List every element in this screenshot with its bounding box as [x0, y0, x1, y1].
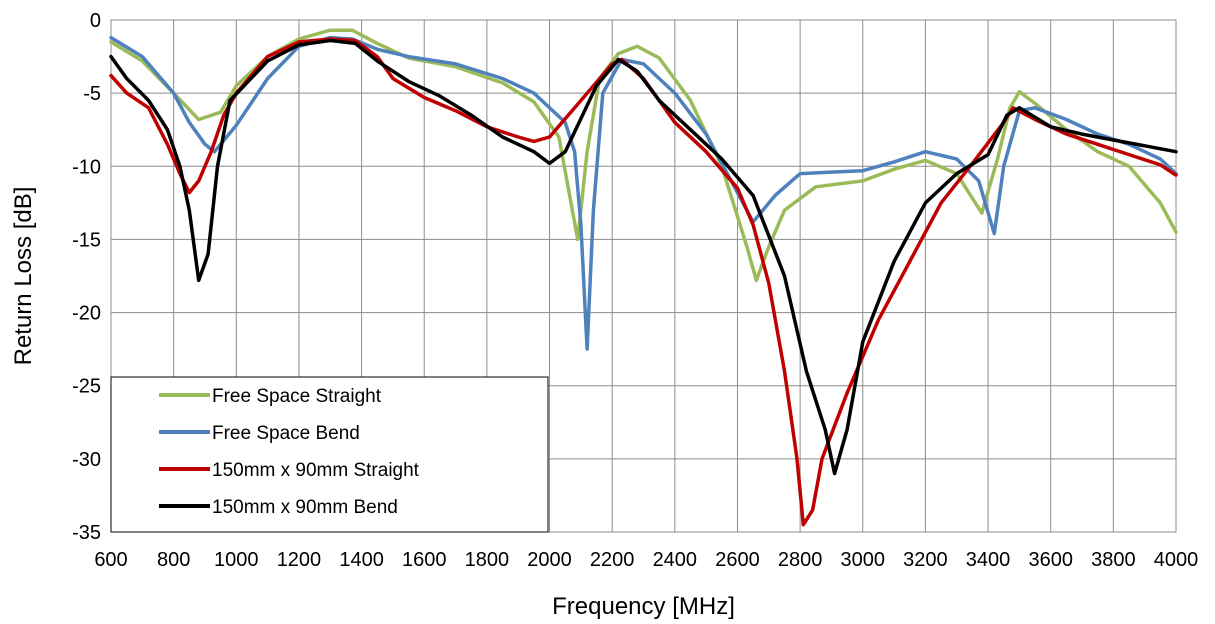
series-group: [109, 28, 1178, 527]
y-axis-title: Return Loss [dB]: [10, 187, 37, 366]
y-tick-label: -5: [83, 83, 101, 105]
legend-label-2: Free Space Bend: [212, 423, 360, 444]
series-line-1: [109, 28, 1178, 283]
legend-label-1: Free Space Straight: [212, 386, 382, 407]
x-tick-label: 3000: [841, 549, 886, 571]
x-tick-label: 1200: [277, 549, 322, 571]
y-tick-labels: 0 -5 -10 -15 -20 -25 -30 -35: [72, 10, 101, 544]
x-tick-label: 2400: [653, 549, 698, 571]
x-tick-label: 1800: [465, 549, 510, 571]
legend-label-3: 150mm x 90mm Straight: [212, 460, 420, 481]
x-tick-labels: 600 800 1000 1200 1400 1600 1800 2000 2200 2400 26…: [94, 549, 1198, 571]
y-tick-label: 0: [90, 10, 101, 32]
x-tick-label: 3800: [1091, 549, 1136, 571]
x-tick-label: 2000: [527, 549, 572, 571]
x-tick-label: 3200: [903, 549, 948, 571]
y-tick-label: -25: [72, 376, 101, 398]
series-line-2: [109, 35, 1178, 351]
y-tick-label: -35: [72, 522, 101, 544]
y-tick-label: -30: [72, 449, 101, 471]
x-tick-label: 800: [157, 549, 190, 571]
x-tick-label: 1000: [214, 549, 259, 571]
plot-area-frame: [110, 19, 1177, 533]
x-tick-label: 2800: [778, 549, 823, 571]
y-tick-label: -10: [72, 156, 101, 178]
x-axis-title: Frequency [MHz]: [552, 593, 735, 620]
x-tick-label: 3400: [966, 549, 1011, 571]
legend: Free Space Straight Free Space Bend 150mm …: [110, 376, 549, 533]
y-tick-label: -15: [72, 229, 101, 251]
y-tick-label: -20: [72, 303, 101, 325]
x-tick-label: 3600: [1028, 549, 1073, 571]
x-tick-label: 600: [94, 549, 127, 571]
x-tick-label: 1600: [402, 549, 447, 571]
x-tick-label: 2600: [715, 549, 760, 571]
x-tick-label: 4000: [1154, 549, 1199, 571]
x-tick-label: 1400: [339, 549, 384, 571]
x-tick-label: 2200: [590, 549, 635, 571]
series-line-4: [109, 38, 1178, 476]
legend-label-4: 150mm x 90mm Bend: [212, 497, 398, 518]
